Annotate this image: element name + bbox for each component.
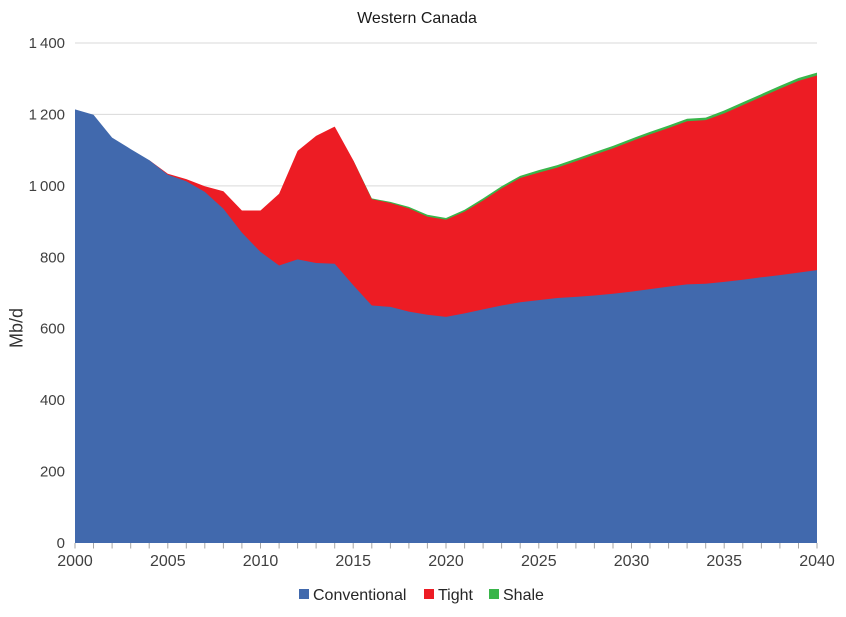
svg-text:Western Canada: Western Canada (357, 10, 477, 27)
svg-text:0: 0 (57, 535, 65, 552)
svg-text:Conventional: Conventional (313, 587, 406, 604)
svg-text:2025: 2025 (521, 553, 557, 570)
svg-text:1 200: 1 200 (29, 106, 65, 123)
svg-text:Tight: Tight (438, 587, 474, 604)
svg-text:2000: 2000 (57, 553, 93, 570)
svg-text:2005: 2005 (150, 553, 186, 570)
svg-text:Shale: Shale (503, 587, 544, 604)
svg-text:2020: 2020 (428, 553, 464, 570)
svg-text:2030: 2030 (614, 553, 650, 570)
svg-text:2015: 2015 (335, 553, 371, 570)
svg-text:1 400: 1 400 (29, 35, 65, 52)
svg-text:800: 800 (40, 249, 65, 266)
svg-text:2040: 2040 (799, 553, 835, 570)
svg-text:200: 200 (40, 464, 65, 481)
svg-text:Mb/d: Mb/d (7, 308, 27, 348)
svg-text:400: 400 (40, 392, 65, 409)
svg-text:2035: 2035 (706, 553, 742, 570)
svg-text:1 000: 1 000 (29, 178, 65, 195)
svg-text:600: 600 (40, 321, 65, 338)
svg-text:2010: 2010 (243, 553, 279, 570)
